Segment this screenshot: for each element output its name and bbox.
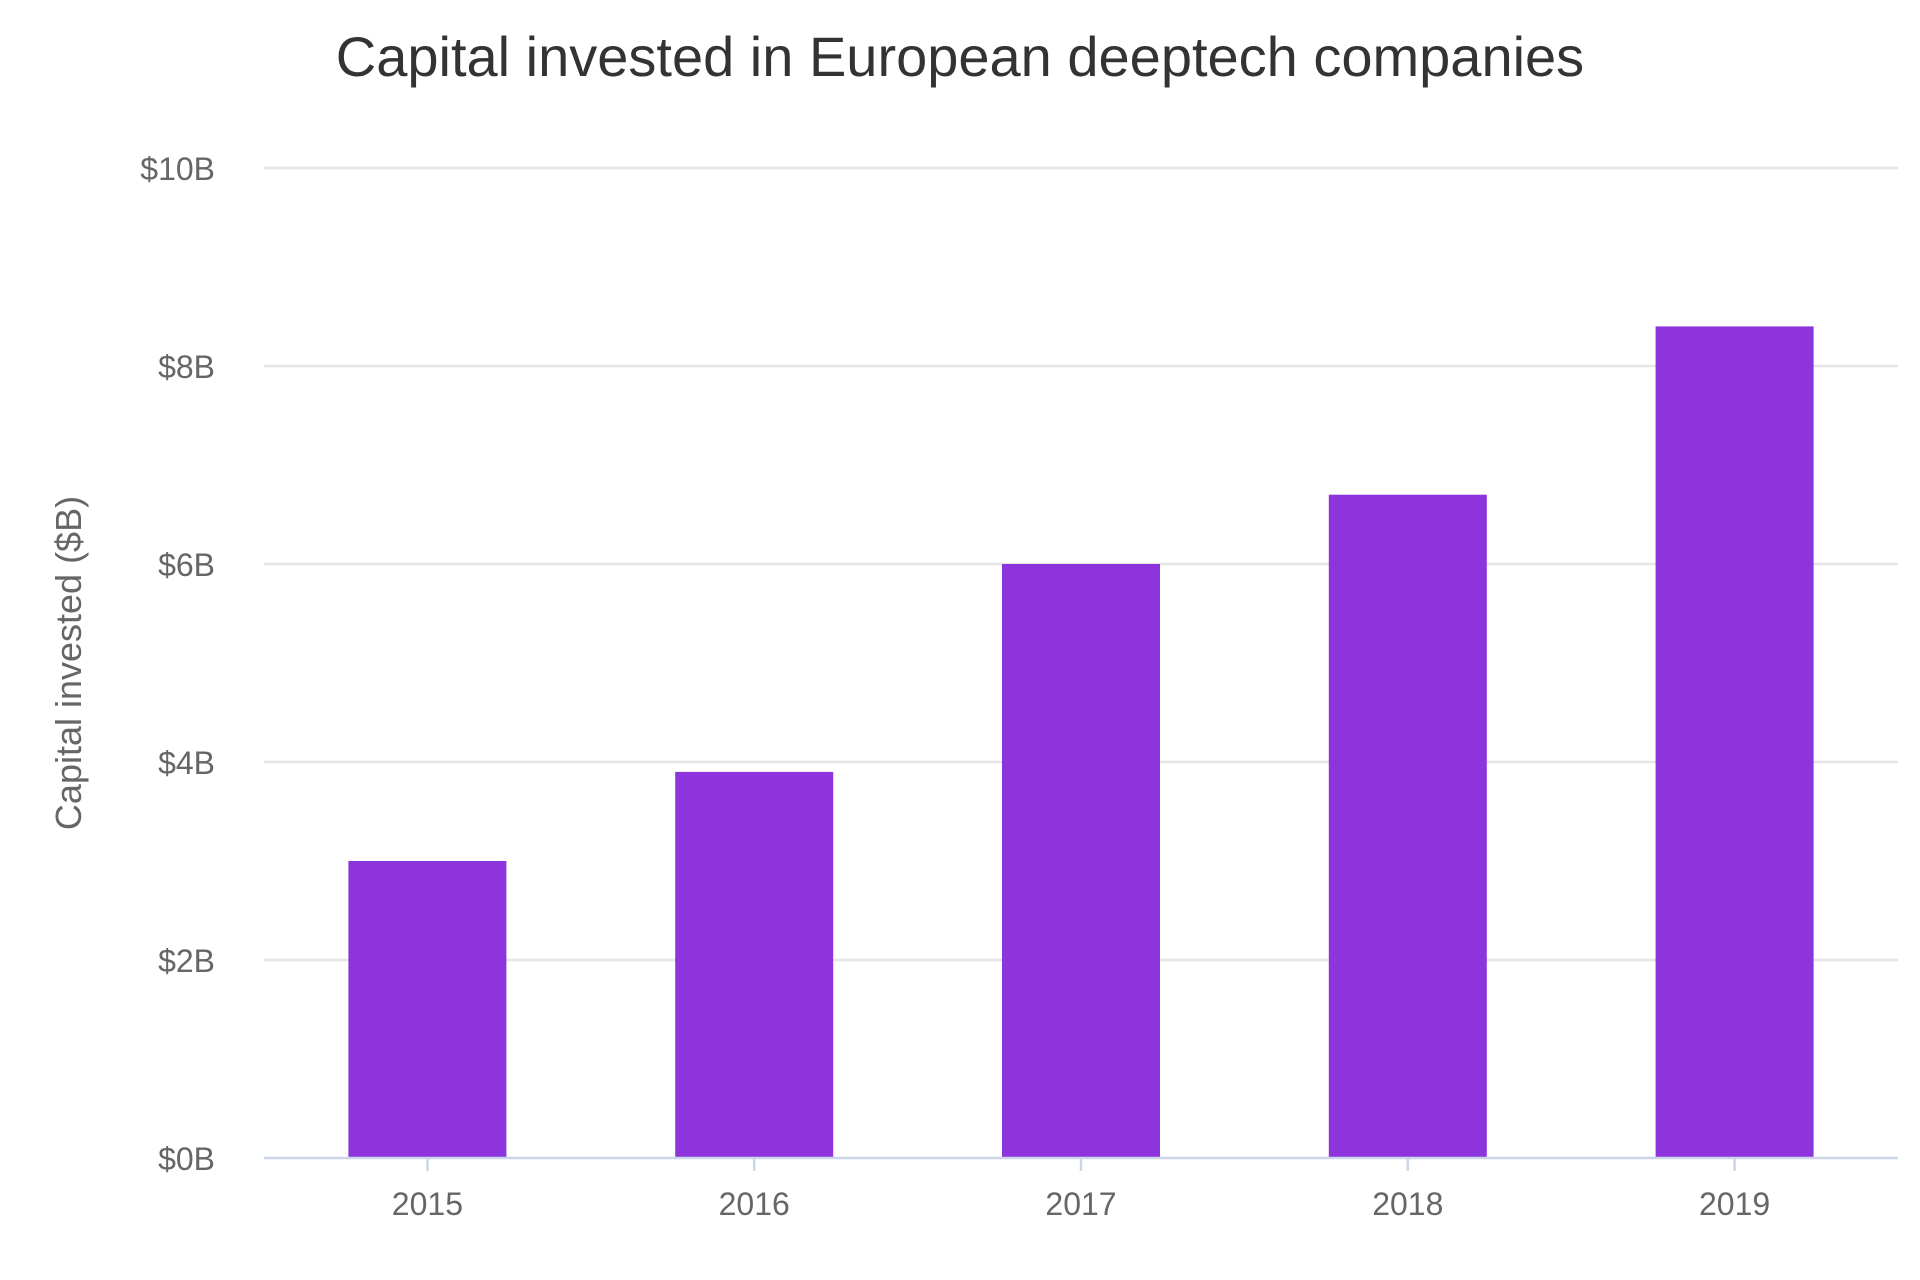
bar-2019: [1655, 326, 1814, 1158]
x-tick-label: 2016: [719, 1186, 790, 1222]
bar-2016: [675, 771, 834, 1158]
y-tick-label: $2B: [158, 943, 215, 979]
x-tick-label: 2018: [1372, 1186, 1443, 1222]
x-axis-ticks: 2015 2016 2017 2018 2019: [392, 1158, 1770, 1222]
bar-2015: [348, 861, 507, 1158]
y-tick-label: $4B: [158, 745, 215, 781]
chart-title: Capital invested in European deeptech co…: [336, 25, 1584, 88]
y-tick-label: $10B: [140, 151, 215, 187]
y-axis-ticks: $0B $2B $4B $6B $8B $10B: [140, 151, 215, 1177]
y-tick-label: $8B: [158, 349, 215, 385]
bar-2018: [1328, 494, 1487, 1158]
y-tick-label: $0B: [158, 1141, 215, 1177]
y-axis-label: Capital invested ($B): [48, 496, 89, 830]
x-tick-label: 2017: [1045, 1186, 1116, 1222]
x-tick-label: 2019: [1699, 1186, 1770, 1222]
bars: [348, 326, 1814, 1158]
y-tick-label: $6B: [158, 547, 215, 583]
x-tick-label: 2015: [392, 1186, 463, 1222]
bar-2017: [1002, 564, 1160, 1158]
